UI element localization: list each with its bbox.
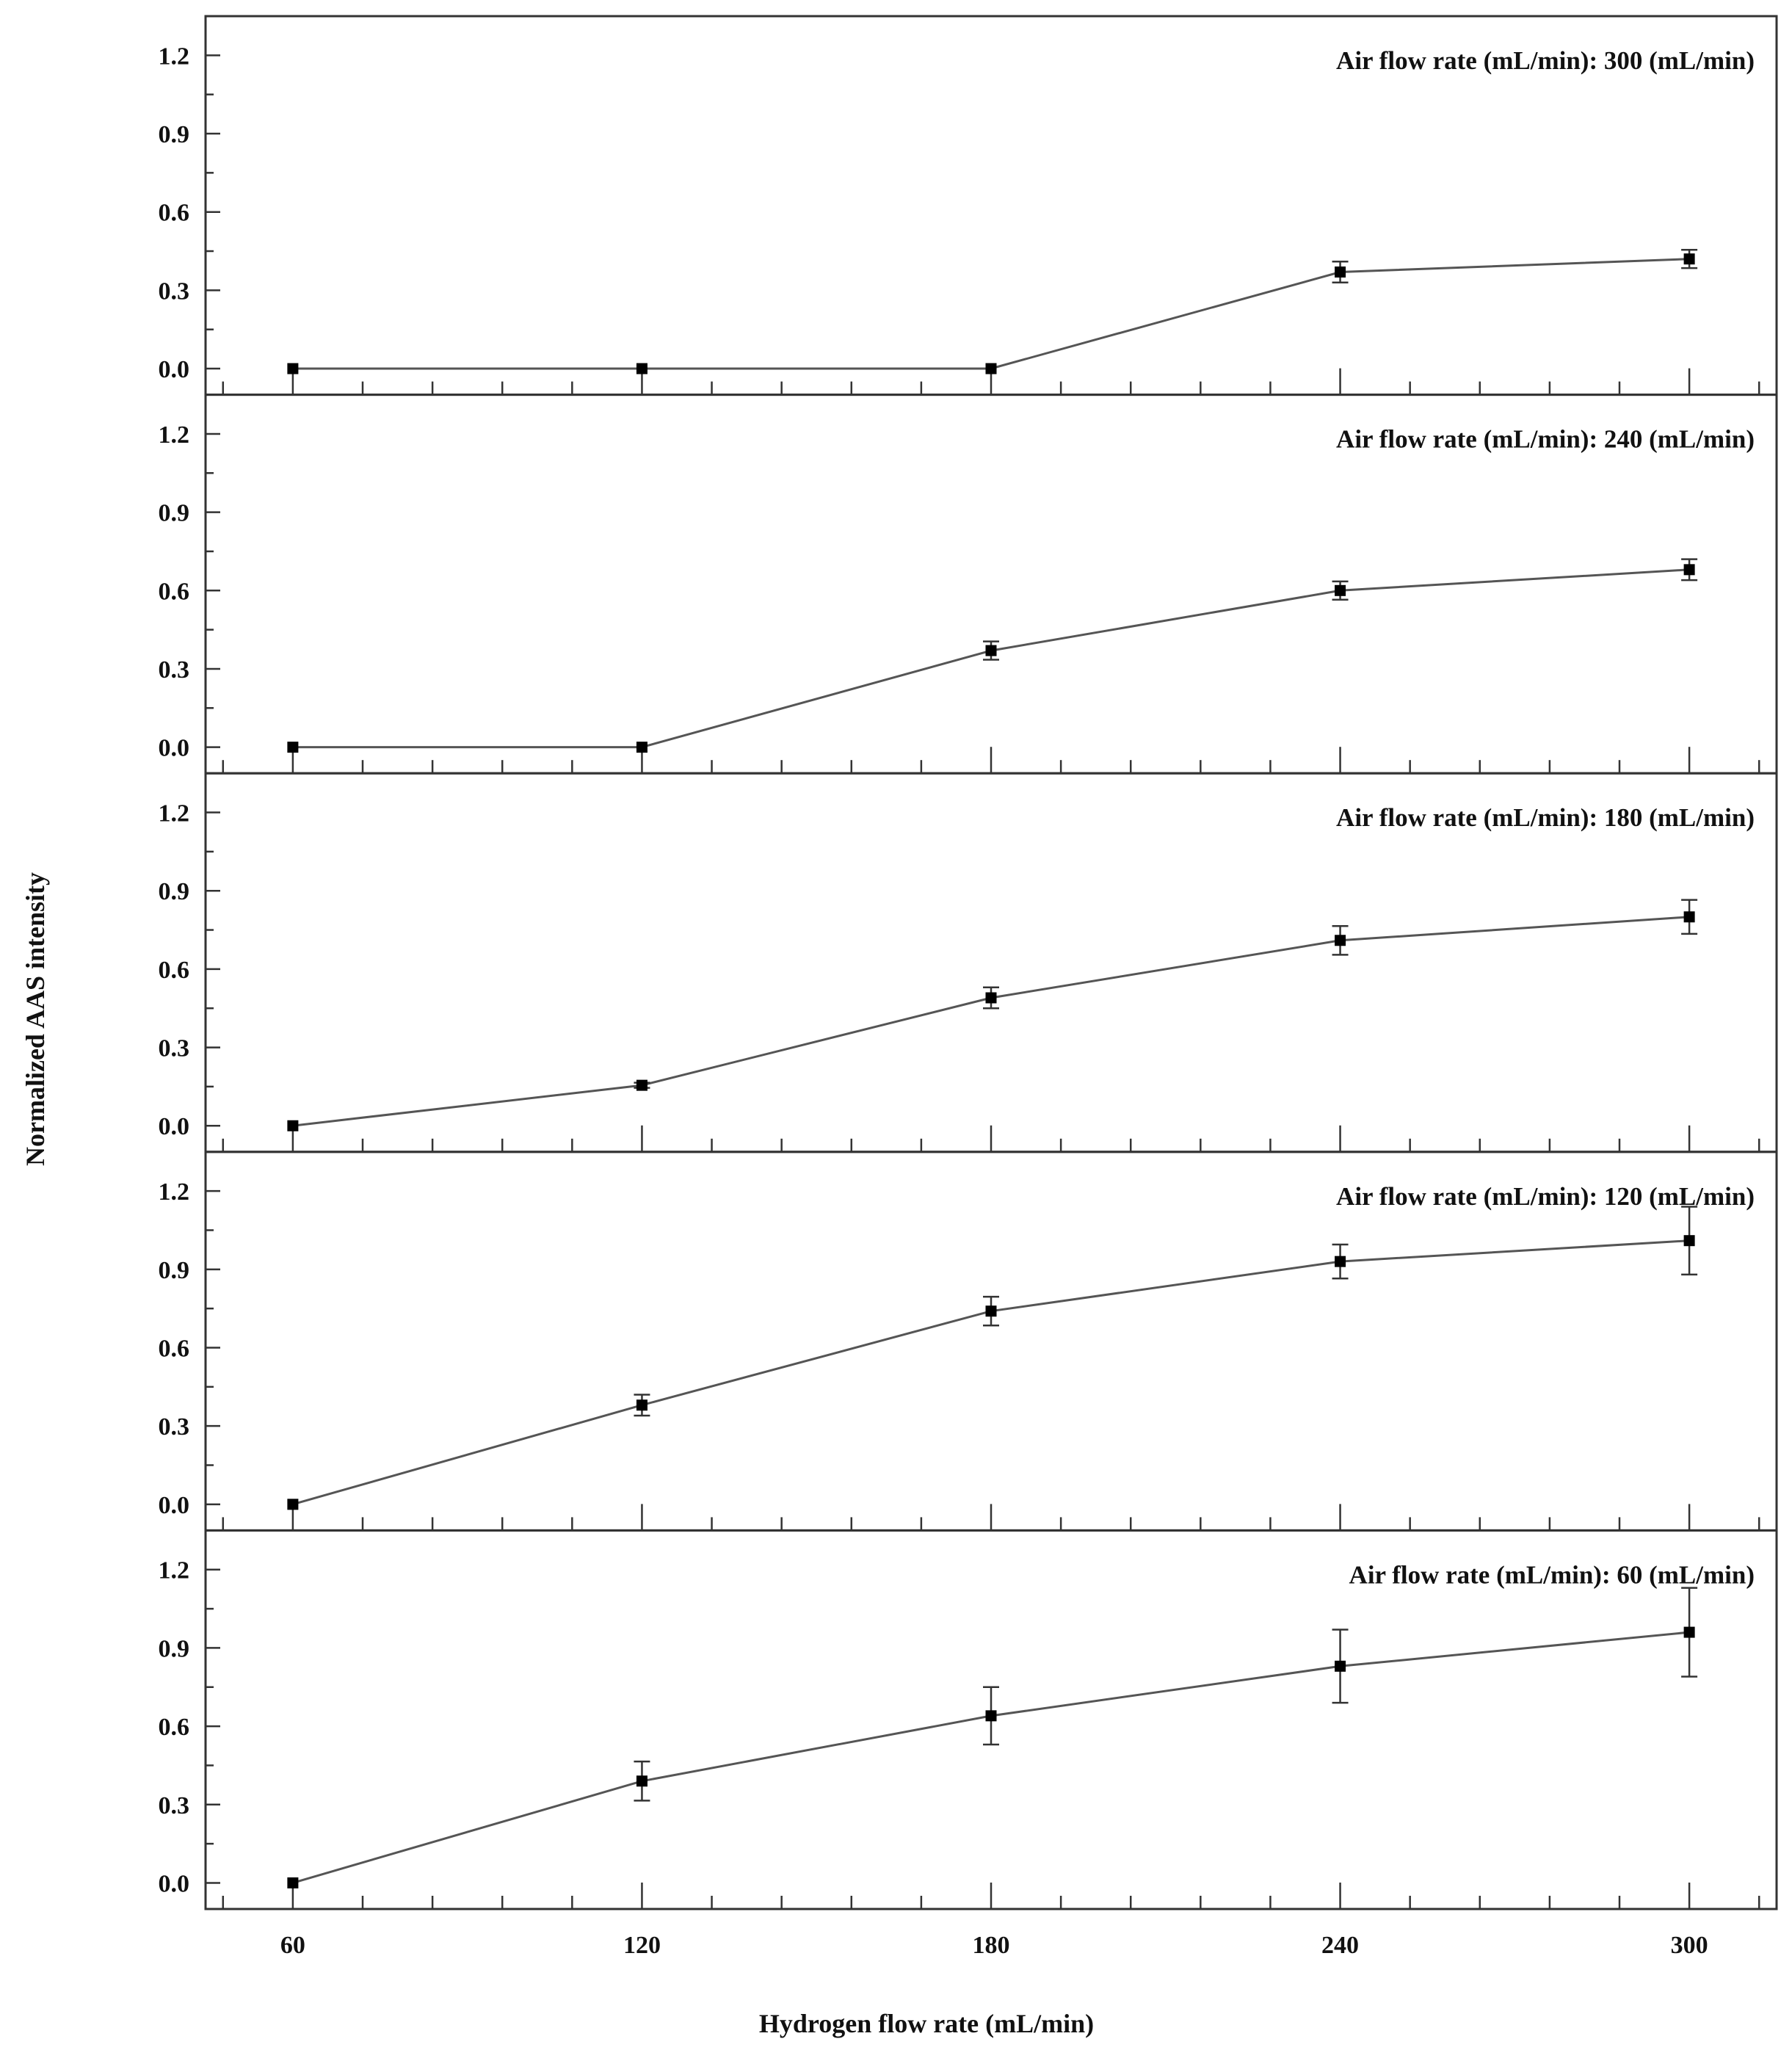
panel-label: Air flow rate (mL/min): 240 (mL/min): [1336, 425, 1755, 454]
y-axis-title: Normalized AAS intensity: [21, 872, 50, 1166]
series-line: [292, 1631, 1690, 1884]
y-tick-label: 0.0: [159, 1870, 190, 1897]
data-point: [985, 363, 997, 374]
data-point: [636, 1399, 647, 1411]
y-tick-label: 0.6: [159, 1714, 190, 1741]
panel-1: 0.0 0.3 0.6 0.9 1.2 Air flow rate (mL/min): 3…: [159, 15, 1778, 396]
x-axis-title: Hydrogen flow rate (mL/min): [759, 2009, 1094, 2038]
y-tick-label: 0.6: [159, 957, 190, 984]
series-line: [292, 258, 1690, 370]
data-point: [1683, 1626, 1695, 1638]
y-tick-label: 0.0: [159, 356, 190, 383]
data-point: [287, 1120, 299, 1131]
data-point: [636, 1079, 647, 1091]
y-tick-label: 0.6: [159, 578, 190, 605]
y-tick-label: 1.2: [159, 800, 190, 827]
data-point: [985, 645, 997, 656]
x-tick-label: 300: [1671, 1932, 1708, 1959]
y-tick-label: 1.2: [159, 1557, 190, 1584]
y-tick-label: 0.9: [159, 121, 190, 148]
data-point: [985, 1305, 997, 1317]
data-point: [1683, 1235, 1695, 1247]
data-point: [985, 992, 997, 1004]
panel-label: Air flow rate (mL/min): 180 (mL/min): [1336, 803, 1755, 832]
panel-2: 0.0 0.3 0.6 0.9 1.2 Air flow rate (mL/min): 2…: [159, 394, 1778, 775]
y-tick-label: 0.3: [159, 1792, 190, 1819]
y-tick-label: 0.3: [159, 278, 190, 305]
data-point: [1683, 564, 1695, 576]
y-tick-label: 0.6: [159, 200, 190, 227]
panels-group: 0.0 0.3 0.6 0.9 1.2 Air flow rate (mL/min): 3…: [159, 15, 1778, 1910]
y-tick-label: 0.0: [159, 1492, 190, 1519]
data-point: [636, 1775, 647, 1787]
y-tick-label: 0.0: [159, 735, 190, 762]
series-line: [292, 916, 1690, 1127]
data-point: [1683, 253, 1695, 265]
y-tick-label: 1.2: [159, 421, 190, 449]
x-tick-label: 240: [1321, 1932, 1359, 1959]
panel-label: Air flow rate (mL/min): 300 (mL/min): [1336, 46, 1755, 75]
data-point: [287, 1877, 299, 1888]
y-tick-label: 0.3: [159, 656, 190, 684]
y-tick-label: 0.3: [159, 1035, 190, 1062]
x-tick-label: 60: [280, 1932, 305, 1959]
data-point: [1335, 1660, 1346, 1672]
data-point: [1683, 911, 1695, 923]
panel-3: 0.0 0.3 0.6 0.9 1.2 Air flow rate (mL/min): 1…: [159, 772, 1778, 1153]
x-tick-labels: 60 120 180 240 300: [280, 1932, 1708, 1959]
panel-4: 0.00.30.60.91.2 Air flow rate (mL/min): 1…: [159, 1151, 1778, 1532]
series-line: [292, 1239, 1690, 1506]
y-tick-label: 0.9: [159, 1257, 190, 1284]
panel-5: 0.0 0.3 0.6 0.9 1.2 Air flow rate (mL/min): 6…: [159, 1529, 1778, 1910]
panel-label: Air flow rate (mL/min): 60 (mL/min): [1349, 1560, 1755, 1589]
data-point: [1335, 935, 1346, 946]
data-point: [287, 1499, 299, 1510]
data-point: [985, 1710, 997, 1722]
y-tick-label: 0.0: [159, 1113, 190, 1140]
y-tick-label: 0.9: [159, 1635, 190, 1662]
data-point: [1335, 1256, 1346, 1267]
x-tick-label: 120: [623, 1932, 661, 1959]
data-point: [1335, 266, 1346, 278]
y-tick-label: 0.9: [159, 878, 190, 905]
y-tick-label: 0.9: [159, 500, 190, 527]
data-point: [287, 363, 299, 374]
y-tick-label: 0.3: [159, 1413, 190, 1441]
y-tick-label: 1.2: [159, 1178, 190, 1206]
data-point: [287, 742, 299, 753]
data-point: [1335, 584, 1346, 596]
y-tick-label: 0.6: [159, 1335, 190, 1362]
x-tick-label: 180: [973, 1932, 1010, 1959]
data-point: [636, 363, 647, 374]
y-tick-label: 1.2: [159, 43, 190, 70]
data-point: [636, 742, 647, 753]
